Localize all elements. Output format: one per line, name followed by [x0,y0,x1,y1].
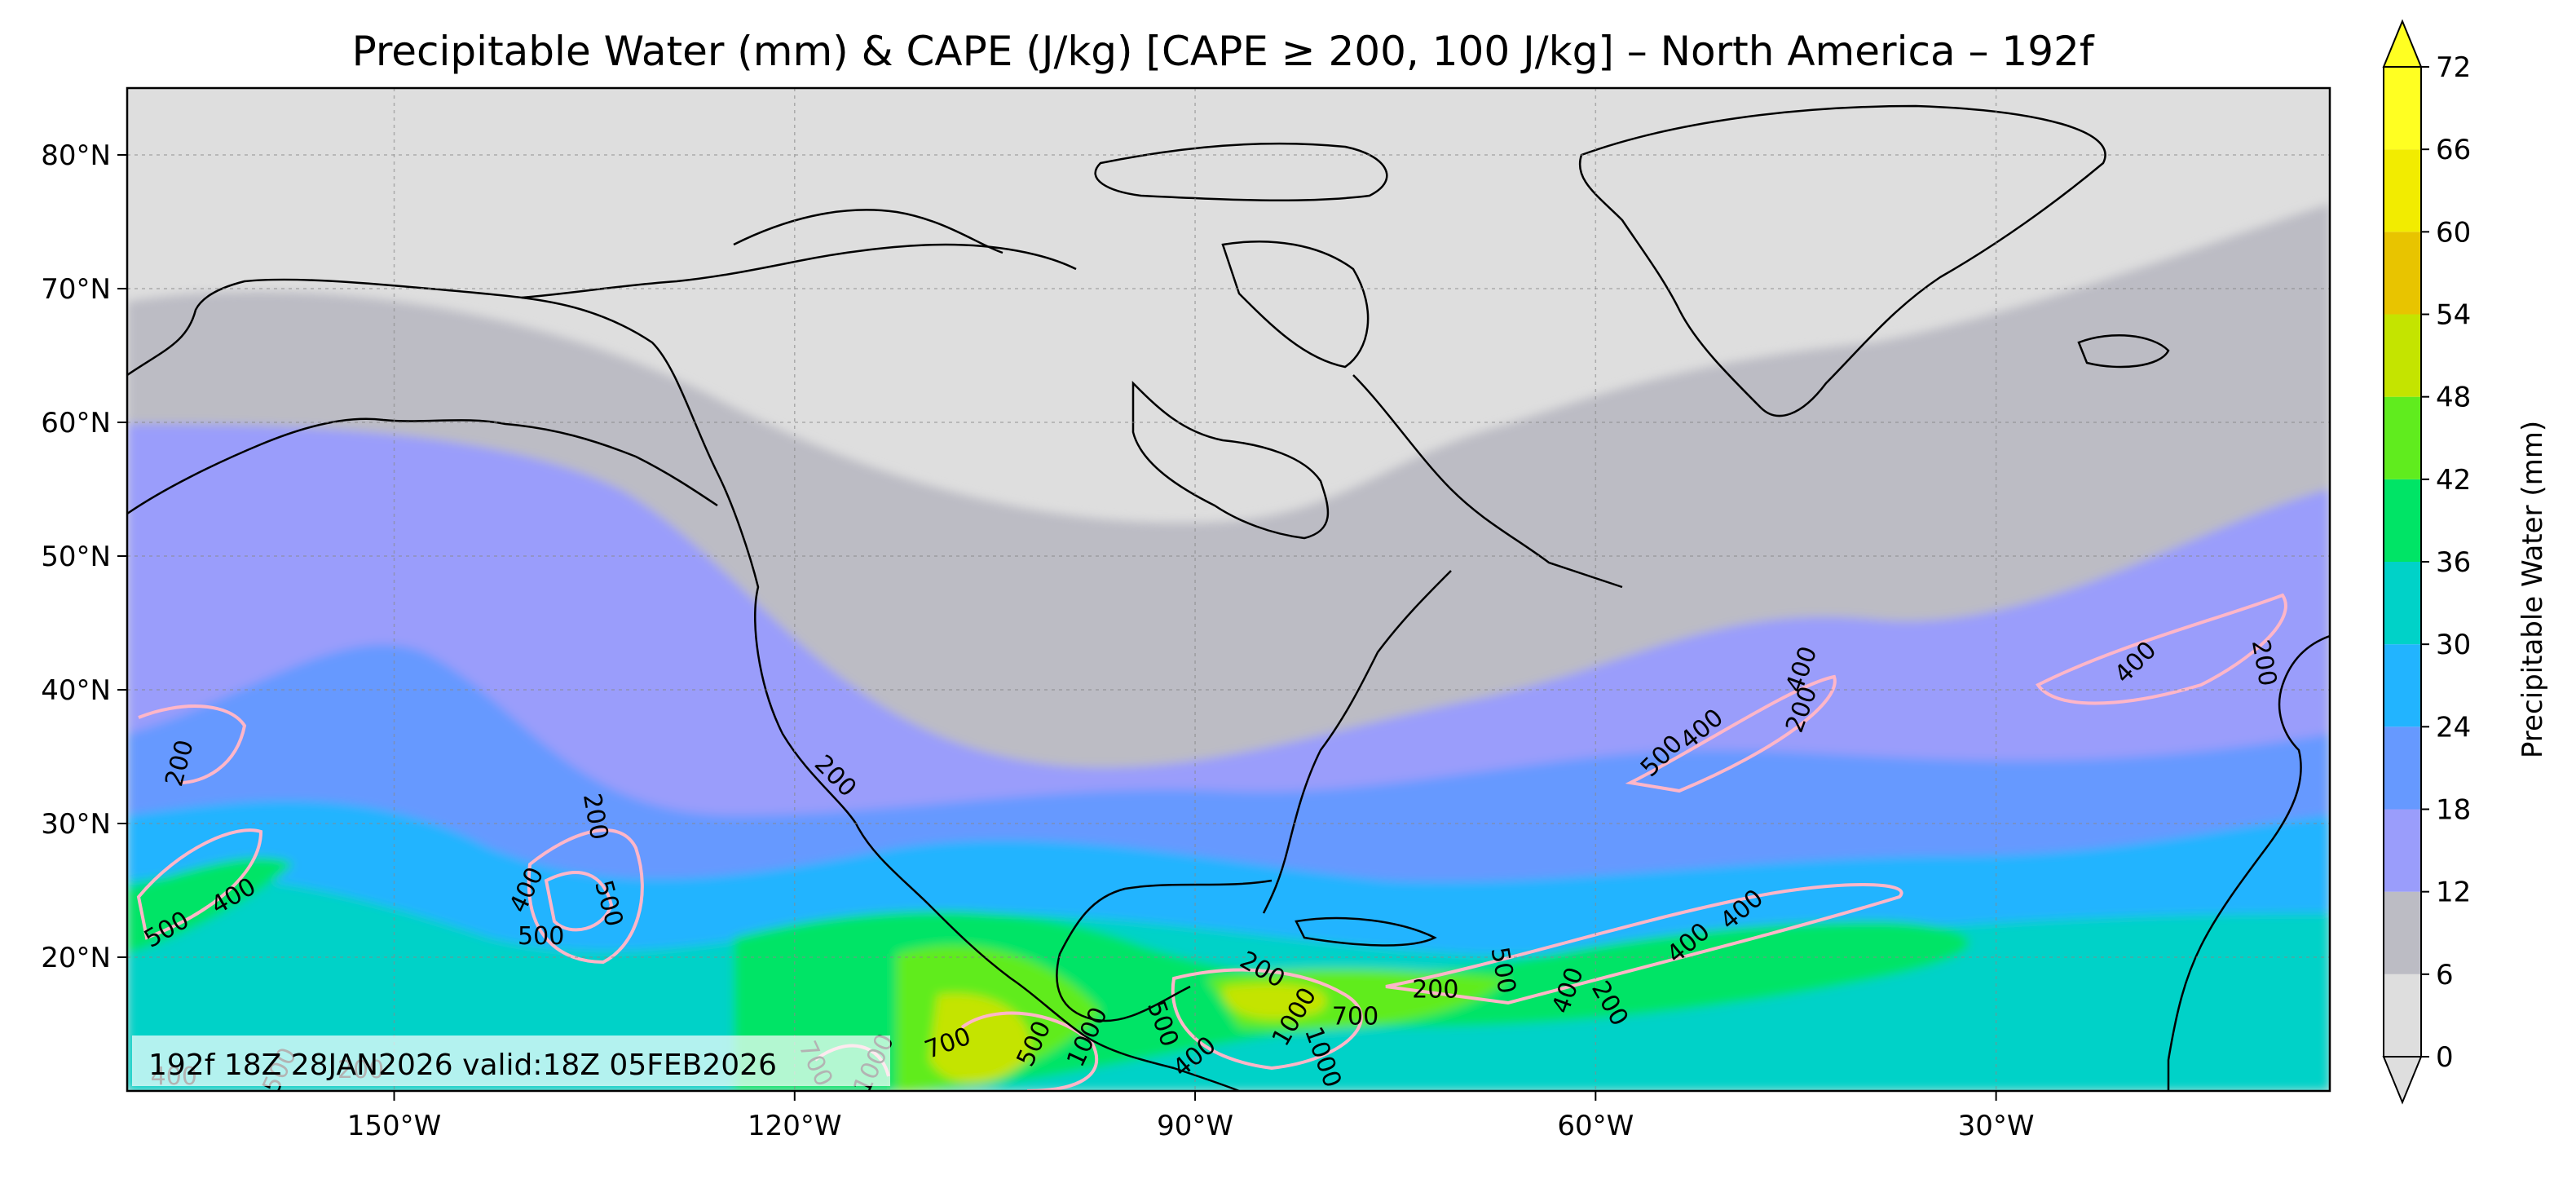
colorbar: 0 6 12 18 24 30 36 42 48 54 60 66 72 [2382,19,2471,1105]
cape-contour-label: 200 [1412,976,1458,1005]
cape-contours [136,593,2287,1091]
colorbar-segment [2384,149,2421,232]
coastline-hudson-bay [1131,380,1330,540]
cape-contour [544,871,614,932]
colorbar-segment [2384,232,2421,315]
x-tick-label: 90°W [1157,1110,1233,1142]
coastline-alaska-south [127,417,718,515]
colorbar-segment [2384,67,2421,150]
coastline-cuba [1295,916,1437,947]
y-tick-label: 40°N [41,674,111,707]
cape-contour [1385,883,1903,1005]
run-info-label: 192f 18Z 28JAN2026 valid:18Z 05FEB2026 [148,1049,777,1082]
colorbar-tick-label: 60 [2436,216,2471,249]
chart-title: Precipitable Water (mm) & CAPE (J/kg) [C… [352,28,2095,75]
colorbar-tick-label: 72 [2436,51,2471,84]
y-tick-label: 50°N [41,541,111,573]
cape-contour [527,828,644,965]
cape-contour [1625,674,1837,793]
colorbar-tick-label: 36 [2436,546,2471,579]
pw-band-48-54-b [1223,983,1327,1019]
colorbar-tick-label: 42 [2436,464,2471,497]
pw-band-48-54 [929,993,1030,1084]
x-tick-label: 30°W [1958,1110,2035,1142]
colorbar-label: Precipitable Water (mm) [2516,421,2549,758]
coastlines [127,104,2330,1091]
colorbar-segment [2384,314,2421,397]
map-axes: 150°W 120°W 90°W 60°W 30°W 80°N 70°N 60°N 50°N 40… [41,139,2034,1142]
coastline-arctic-islands-2 [1094,142,1388,202]
coastline-north-america-west [127,278,1085,1037]
x-tick-label: 150°W [347,1110,442,1142]
coastline-greenland [1578,104,2106,417]
colorbar-tick-label: 48 [2436,382,2471,414]
run-info-box [132,1035,890,1086]
colorbar-tick-label: 0 [2436,1041,2454,1074]
y-tick-label: 60°N [41,407,111,439]
colorbar-segment [2384,726,2421,810]
y-tick-label: 20°N [41,942,111,974]
colorbar-extend-min [2382,1056,2423,1105]
colorbar-tick-label: 12 [2436,877,2471,909]
colorbar-segment [2384,562,2421,645]
colorbar-tick-label: 30 [2436,629,2471,661]
colorbar-extend-max [2382,19,2423,68]
gridlines [127,88,2330,1091]
coastline-iceland [2077,334,2170,369]
y-tick-label: 70°N [41,273,111,306]
colorbar-segment [2384,644,2421,727]
coastline-us-east [1262,570,1452,914]
colorbar-tick-label: 24 [2436,711,2471,744]
cape-contour [138,704,247,784]
coastline-east-canada [1352,374,1623,589]
coastline-europe-africa [2167,634,2330,1091]
colorbar-tick-label: 18 [2436,794,2471,827]
cape-contour [2036,593,2287,705]
x-tick-label: 120°W [748,1110,842,1142]
colorbar-segment [2384,974,2421,1057]
colorbar-segment [2384,891,2421,974]
cape-contour [136,828,263,940]
coastline-baffin [1221,241,1370,369]
colorbar-tick-label: 54 [2436,299,2471,332]
coastline-central-america [1083,1034,1240,1091]
x-tick-label: 60°W [1557,1110,1634,1142]
colorbar-segment [2384,396,2421,479]
colorbar-tick-label: 6 [2436,959,2454,991]
colorbar-segment [2384,479,2421,562]
cape-contour-label: 500 [518,922,564,951]
colorbar-tick-label: 66 [2436,134,2471,166]
cape-contour-label: 700 [1332,1002,1378,1031]
cape-contour [960,1011,1099,1091]
map-frame [126,86,2331,1093]
y-tick-label: 30°N [41,808,111,841]
cape-contour [1171,968,1363,1071]
y-tick-label: 80°N [41,139,111,172]
coastline-gulf [1056,879,1273,1022]
colorbar-segment [2384,809,2421,892]
precipitable-water-field [127,204,2330,1091]
coastline-arctic-islands [733,209,1003,254]
